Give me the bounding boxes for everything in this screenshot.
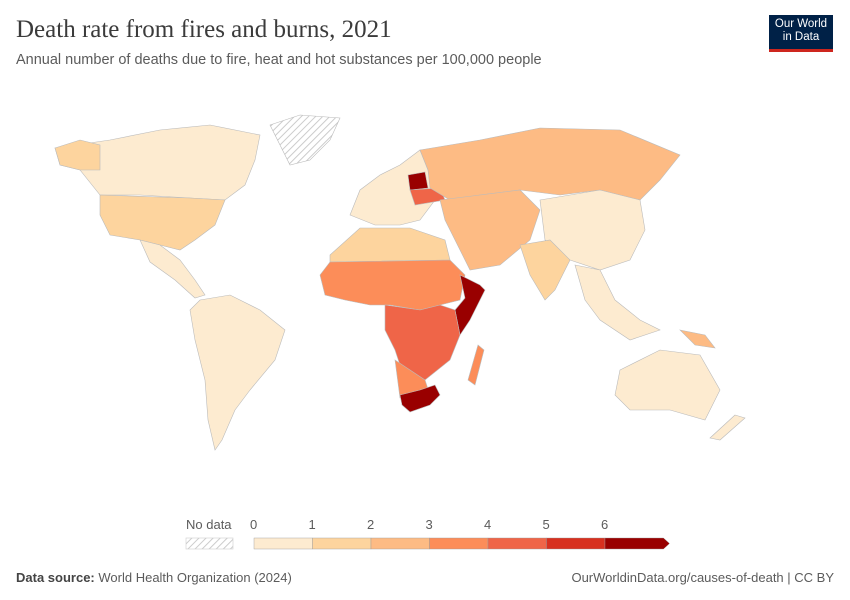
page-subtitle: Annual number of deaths due to fire, hea… — [16, 52, 542, 68]
region-australia[interactable] — [614, 349, 721, 421]
legend-bar — [185, 537, 670, 550]
footer-url[interactable]: OurWorldinData.org/causes-of-death | CC … — [571, 570, 834, 585]
region-central-america[interactable] — [139, 239, 206, 299]
legend-no-data-swatch — [185, 537, 234, 550]
legend-bin[interactable] — [253, 537, 313, 550]
owid-logo[interactable]: Our World in Data — [769, 15, 833, 52]
region-south-africa[interactable] — [399, 384, 441, 413]
legend-tick: 3 — [425, 517, 433, 532]
region-alaska[interactable] — [54, 139, 101, 171]
legend-tick: 5 — [542, 517, 550, 532]
region-canada[interactable] — [54, 124, 261, 201]
region-new-zealand[interactable] — [709, 414, 746, 441]
region-usa[interactable] — [99, 194, 226, 251]
region-southeast-asia[interactable] — [574, 264, 661, 341]
region-russia[interactable] — [419, 127, 681, 201]
region-west-central-africa[interactable] — [319, 259, 466, 311]
region-madagascar[interactable] — [467, 344, 485, 386]
legend-bin[interactable] — [546, 537, 606, 550]
region-south-america[interactable] — [189, 294, 286, 451]
footer-source: Data source: World Health Organization (… — [16, 570, 292, 585]
logo-line2: in Data — [782, 31, 820, 43]
region-papua[interactable] — [679, 329, 716, 349]
legend-tick: 6 — [601, 517, 609, 532]
legend-bin[interactable] — [604, 537, 670, 550]
legend-tick: 1 — [308, 517, 316, 532]
region-greenland[interactable] — [269, 114, 341, 166]
region-middle-east-central-asia[interactable] — [439, 189, 541, 271]
region-north-africa[interactable] — [329, 227, 451, 263]
legend-tick: 2 — [367, 517, 375, 532]
legend-bin[interactable] — [487, 537, 547, 550]
legend-tick: 4 — [484, 517, 492, 532]
source-label: Data source: — [16, 570, 95, 585]
legend-tick: 0 — [250, 517, 258, 532]
legend: No data 0 1 2 3 4 5 6 — [0, 510, 850, 555]
region-horn-africa[interactable] — [454, 274, 486, 336]
world-map — [54, 114, 746, 451]
region-india[interactable] — [519, 239, 571, 301]
legend-bin[interactable] — [429, 537, 489, 550]
logo-line1: Our World — [774, 18, 828, 30]
region-belarus[interactable] — [407, 171, 429, 191]
region-east-central-africa[interactable] — [384, 304, 461, 381]
legend-bin[interactable] — [312, 537, 372, 550]
source-text: World Health Organization (2024) — [98, 570, 292, 585]
legend-no-data-label: No data — [186, 517, 232, 532]
page-title: Death rate from fires and burns, 2021 — [16, 16, 392, 43]
legend-bin[interactable] — [370, 537, 430, 550]
